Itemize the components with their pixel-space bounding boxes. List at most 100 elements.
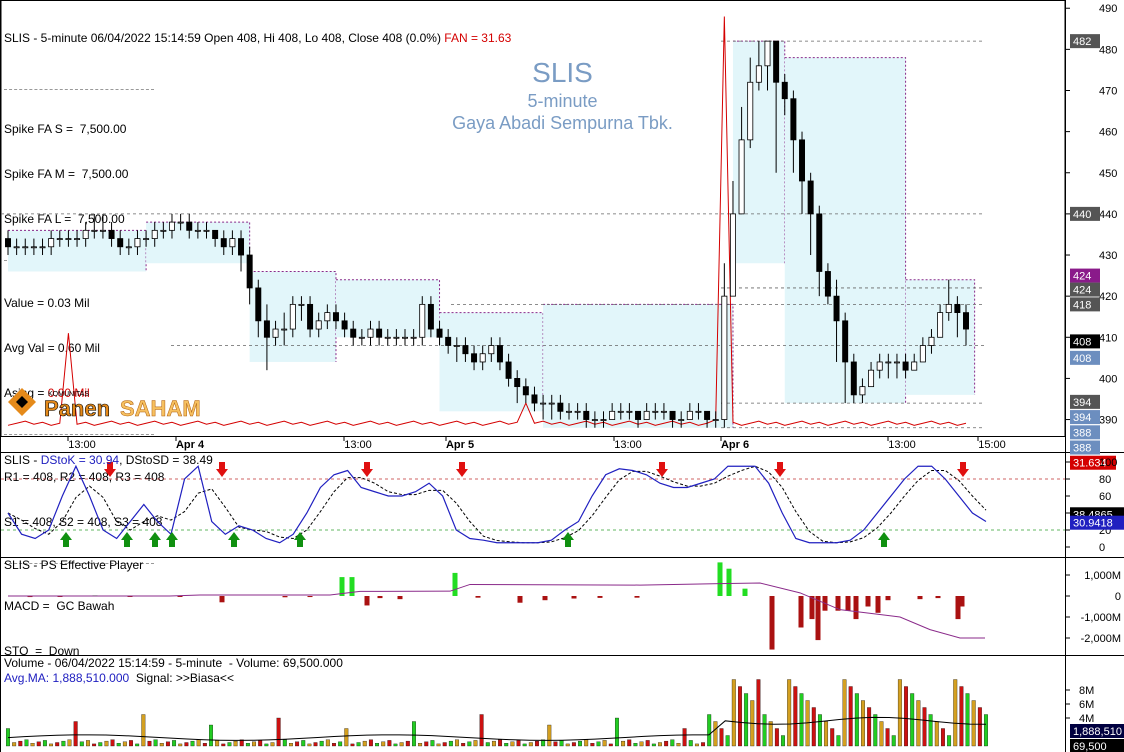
candle-body [678, 419, 685, 421]
volume-bar [953, 679, 958, 747]
stoch-tick-label: 60 [1099, 491, 1111, 503]
candle-body [30, 246, 37, 249]
price-tick-label: 480 [1099, 44, 1117, 56]
buy-arrow-icon [878, 532, 890, 547]
volume-bar [332, 743, 336, 747]
volume-bar [725, 735, 730, 747]
volume-bar [209, 724, 213, 747]
header-ohlc: SLIS - 5-minute 06/04/2022 15:14:59 Open… [4, 31, 445, 45]
time-tick-label: 13:00 [888, 439, 916, 451]
candle-body [289, 303, 296, 330]
candle-body [332, 312, 339, 322]
candle-body [367, 328, 374, 338]
volume-bar [836, 735, 841, 747]
buy-arrow-icon [121, 532, 133, 547]
candle-body [384, 336, 391, 339]
volume-bar [190, 740, 195, 747]
volume-bar [830, 728, 835, 747]
stoch-d-line [7, 465, 987, 544]
volume-bar [362, 740, 367, 747]
ps-bar [282, 596, 288, 598]
candle-body [937, 312, 944, 338]
ps-bar [717, 562, 723, 596]
candle-body [99, 229, 106, 232]
candle-body [108, 229, 115, 239]
volume-bar [516, 740, 521, 747]
volume-bar [787, 679, 792, 747]
volume-bar [676, 743, 681, 747]
candle-body [488, 345, 495, 355]
candle-body [134, 238, 141, 248]
time-tick-label: 13:00 [344, 439, 372, 451]
buy-arrow-icon [149, 532, 161, 547]
volume-bar [30, 743, 35, 747]
stoch-tick-label: 0 [1099, 542, 1105, 554]
volume-bar [215, 740, 220, 747]
candle-body [574, 410, 581, 413]
volume-bar [701, 742, 706, 747]
price-tick-label: 390 [1099, 415, 1117, 427]
price-tick-label: 490 [1099, 3, 1117, 15]
stoch-tag-k: 30.9418 [1073, 518, 1113, 530]
sell-arrow-icon [774, 462, 786, 477]
volume-bar [744, 693, 749, 747]
ps-bar [307, 596, 313, 598]
candle-body [824, 271, 831, 297]
volume-bar [356, 742, 361, 747]
volume-bar [651, 743, 656, 747]
time-tick-label: 15:00 [978, 439, 1006, 451]
volume-bar [977, 707, 982, 747]
ps-bar [853, 596, 859, 620]
candle-body [186, 221, 193, 231]
candle-body [816, 213, 823, 272]
volume-bar [61, 740, 66, 747]
volume-bar [110, 739, 115, 747]
volume-bar [861, 700, 865, 747]
volume-bar [55, 742, 60, 747]
volume-bar [270, 742, 275, 747]
candle-body [600, 419, 607, 421]
volume-bar [627, 739, 632, 747]
volume-bar [448, 740, 453, 747]
stoch-tag-k-bg [1070, 515, 1124, 530]
ps-bar [959, 596, 965, 607]
volume-bar [442, 742, 447, 747]
volume-bar [596, 741, 601, 747]
volume-tick-label: 6M [1079, 699, 1094, 711]
ps-bar [917, 596, 923, 600]
candle-body [479, 353, 486, 363]
candles [5, 40, 969, 428]
volume-bar [172, 740, 177, 747]
candle-body [945, 303, 952, 314]
volume-bar [793, 686, 798, 747]
band-edge [249, 270, 337, 362]
volume-bar [147, 740, 152, 747]
candle-body [859, 386, 866, 396]
buy-arrow-icon [228, 532, 240, 547]
candle-body [660, 410, 667, 413]
volume-last-tag-bg [1070, 739, 1124, 752]
candle-body [704, 410, 711, 420]
volume-bar [295, 741, 300, 747]
ps-bar [742, 588, 748, 596]
price-tick-label: 400 [1099, 373, 1117, 385]
candle-body [721, 295, 728, 420]
ps-bar [339, 577, 345, 596]
volume-bar [553, 741, 558, 747]
volume-panel: 8M 6M 4M1,888,510 69,500 [6, 679, 1124, 752]
logo-brand-a: Panen [44, 396, 110, 421]
candle-body [583, 410, 590, 420]
volume-bar [817, 714, 822, 747]
candle-body [168, 221, 175, 231]
volume-bar [891, 735, 896, 747]
volume-bar [879, 721, 884, 747]
price-tag-label: 424 [1073, 285, 1091, 297]
candle-body [928, 336, 935, 346]
candle-body [919, 345, 926, 363]
candle-body [117, 238, 124, 248]
volume-bar [233, 740, 238, 747]
candle-body [56, 238, 63, 240]
candle-body [764, 40, 771, 67]
candle-body [548, 402, 555, 405]
